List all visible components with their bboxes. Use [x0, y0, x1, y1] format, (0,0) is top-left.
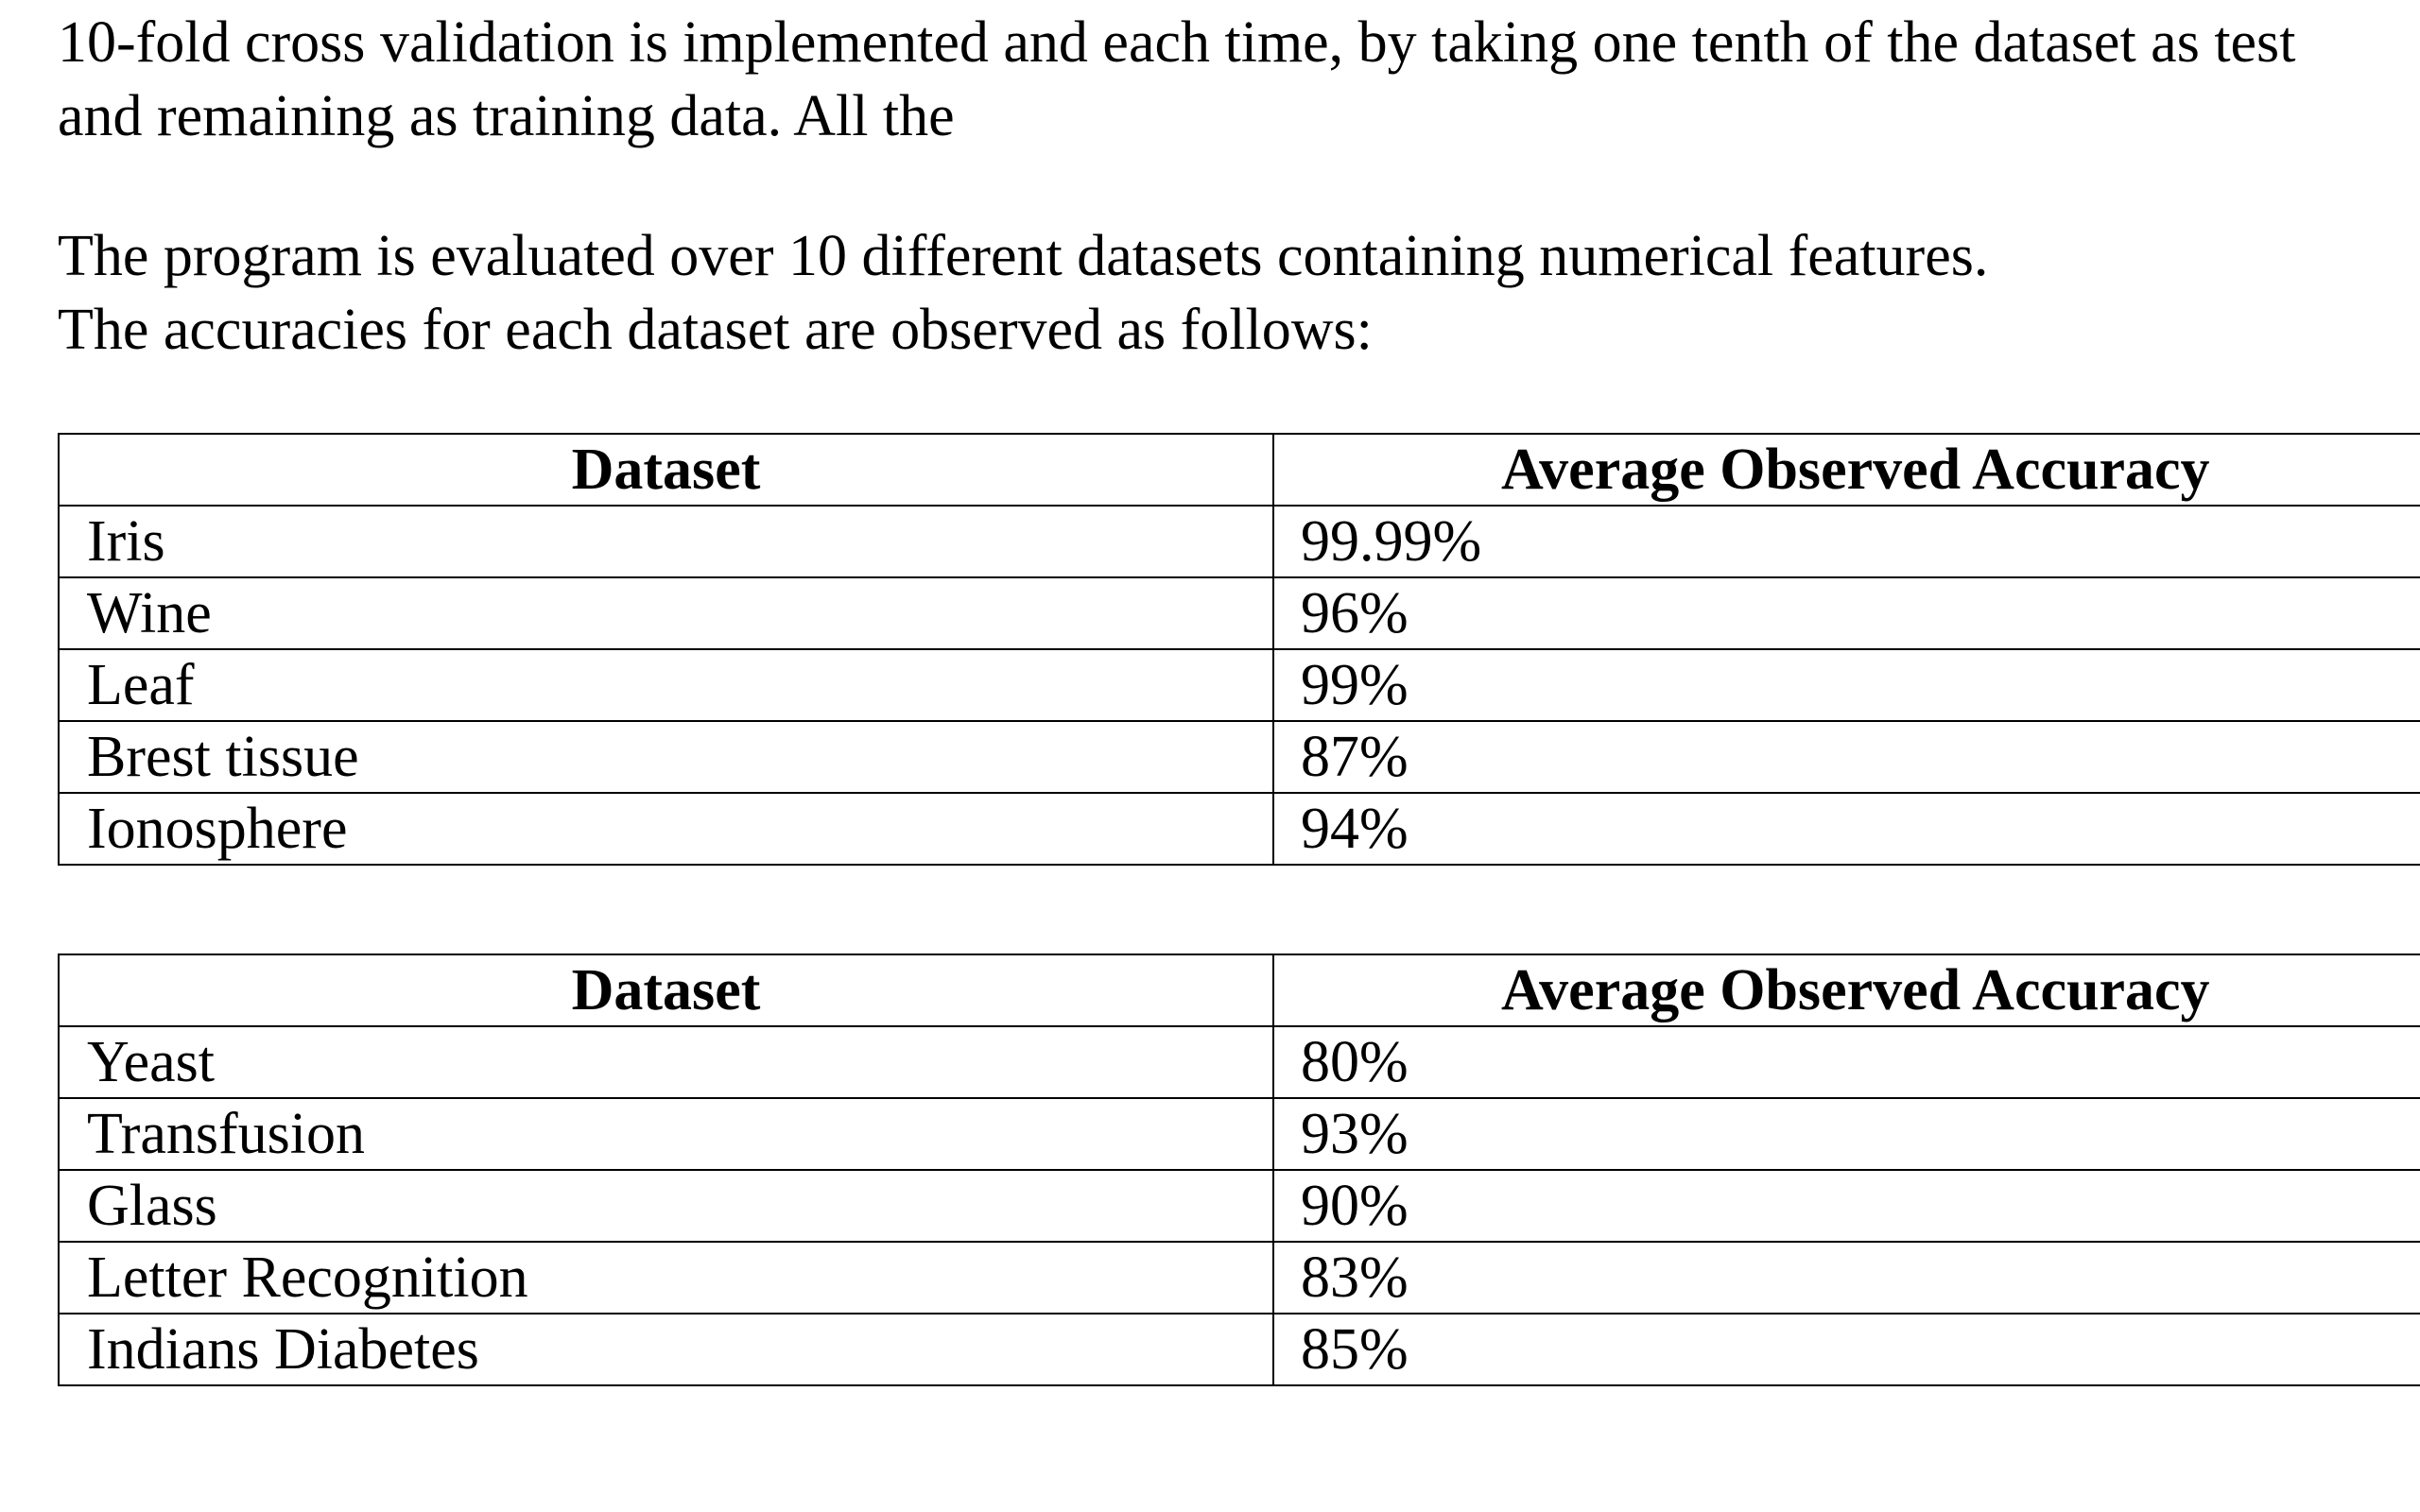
table-row: Indians Diabetes 85% [58, 1313, 2420, 1386]
accuracy-value-cell: 87% [1272, 720, 2420, 794]
dataset-name-cell: Transfusion [58, 1097, 1274, 1171]
intro-paragraph: 10-fold cross validation is implemented … [58, 6, 2295, 153]
table-row: Brest tissue 87% [58, 720, 2420, 794]
summary-line-2: The accuracies for each dataset are obse… [58, 298, 1373, 362]
accuracy-value-cell: 85% [1272, 1313, 2420, 1386]
dataset-name-cell: Glass [58, 1169, 1274, 1243]
accuracy-value-cell: 90% [1272, 1169, 2420, 1243]
dataset-column-header: Dataset [58, 954, 1274, 1027]
intro-line-1: 10-fold cross validation is implemented … [58, 10, 2296, 75]
dataset-name-cell: Wine [58, 576, 1274, 650]
table-row: Letter Recognition 83% [58, 1241, 2420, 1314]
table-row: Yeast 80% [58, 1025, 2420, 1099]
table-row: Transfusion 93% [58, 1097, 2420, 1171]
accuracy-value-cell: 99% [1272, 648, 2420, 722]
accuracy-value-cell: 83% [1272, 1241, 2420, 1314]
accuracy-value-cell: 94% [1272, 792, 2420, 866]
dataset-name-cell: Ionosphere [58, 792, 1274, 866]
table-row: Leaf 99% [58, 648, 2420, 722]
table-row: Glass 90% [58, 1169, 2420, 1243]
intro-line-2: and remaining as training data. All the [58, 84, 955, 148]
dataset-name-cell: Iris [58, 505, 1274, 578]
table-header-row: Dataset Average Observed Accuracy [58, 433, 2420, 507]
dataset-name-cell: Letter Recognition [58, 1241, 1274, 1314]
dataset-name-cell: Yeast [58, 1025, 1274, 1099]
accuracy-value-cell: 80% [1272, 1025, 2420, 1099]
table-row: Iris 99.99% [58, 505, 2420, 578]
accuracy-table-1: Dataset Average Observed Accuracy Iris 9… [58, 433, 2420, 866]
accuracy-value-cell: 96% [1272, 576, 2420, 650]
accuracy-column-header: Average Observed Accuracy [1272, 433, 2420, 507]
accuracy-value-cell: 93% [1272, 1097, 2420, 1171]
accuracy-value-cell: 99.99% [1272, 505, 2420, 578]
accuracy-table-2: Dataset Average Observed Accuracy Yeast … [58, 954, 2420, 1386]
table-header-row: Dataset Average Observed Accuracy [58, 954, 2420, 1027]
dataset-name-cell: Brest tissue [58, 720, 1274, 794]
summary-line-1: The program is evaluated over 10 differe… [58, 224, 1989, 288]
table-row: Wine 96% [58, 576, 2420, 650]
dataset-column-header: Dataset [58, 433, 1274, 507]
dataset-name-cell: Leaf [58, 648, 1274, 722]
table-row: Ionosphere 94% [58, 792, 2420, 866]
dataset-name-cell: Indians Diabetes [58, 1313, 1274, 1386]
accuracy-column-header: Average Observed Accuracy [1272, 954, 2420, 1027]
summary-paragraph: The program is evaluated over 10 differe… [58, 219, 1988, 367]
